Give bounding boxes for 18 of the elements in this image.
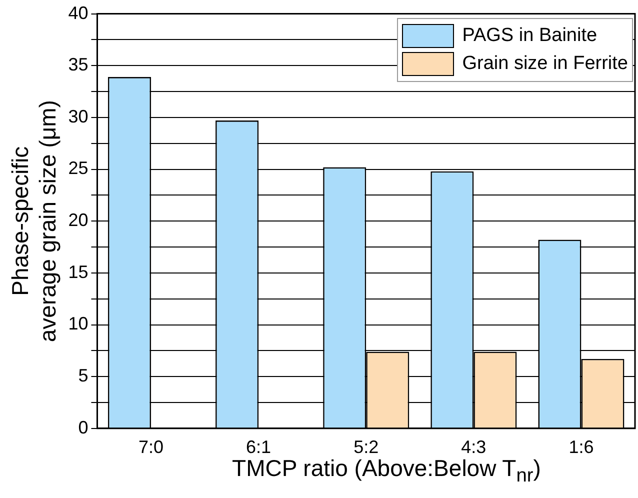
- y-tick-label: 25: [68, 158, 88, 178]
- legend-label: PAGS in Bainite: [462, 24, 598, 47]
- y-tick-label: 35: [68, 54, 88, 75]
- y-tick-label: 5: [78, 366, 88, 386]
- x-tick-label: 6:1: [246, 437, 272, 458]
- y-tick-label: 20: [68, 210, 88, 230]
- x-tick-label: 7:0: [138, 437, 164, 458]
- x-tick-label: 1:6: [568, 437, 594, 458]
- legend-label: Grain size in Ferrite: [462, 52, 628, 75]
- y-axis-title: Phase-specific average grain size (μm): [7, 100, 61, 342]
- x-tick-label: 4:3: [461, 437, 486, 458]
- y-tick-label: 40: [68, 2, 88, 23]
- x-axis-title: TMCP ratio (Above:Below T$_{nr}$): [232, 455, 541, 487]
- y-tick-label: 15: [68, 262, 88, 282]
- y-tick-label: 10: [68, 314, 88, 334]
- y-tick-label: 0: [78, 417, 88, 438]
- y-tick-label: 30: [68, 106, 88, 126]
- x-tick-label: 5:2: [354, 437, 379, 458]
